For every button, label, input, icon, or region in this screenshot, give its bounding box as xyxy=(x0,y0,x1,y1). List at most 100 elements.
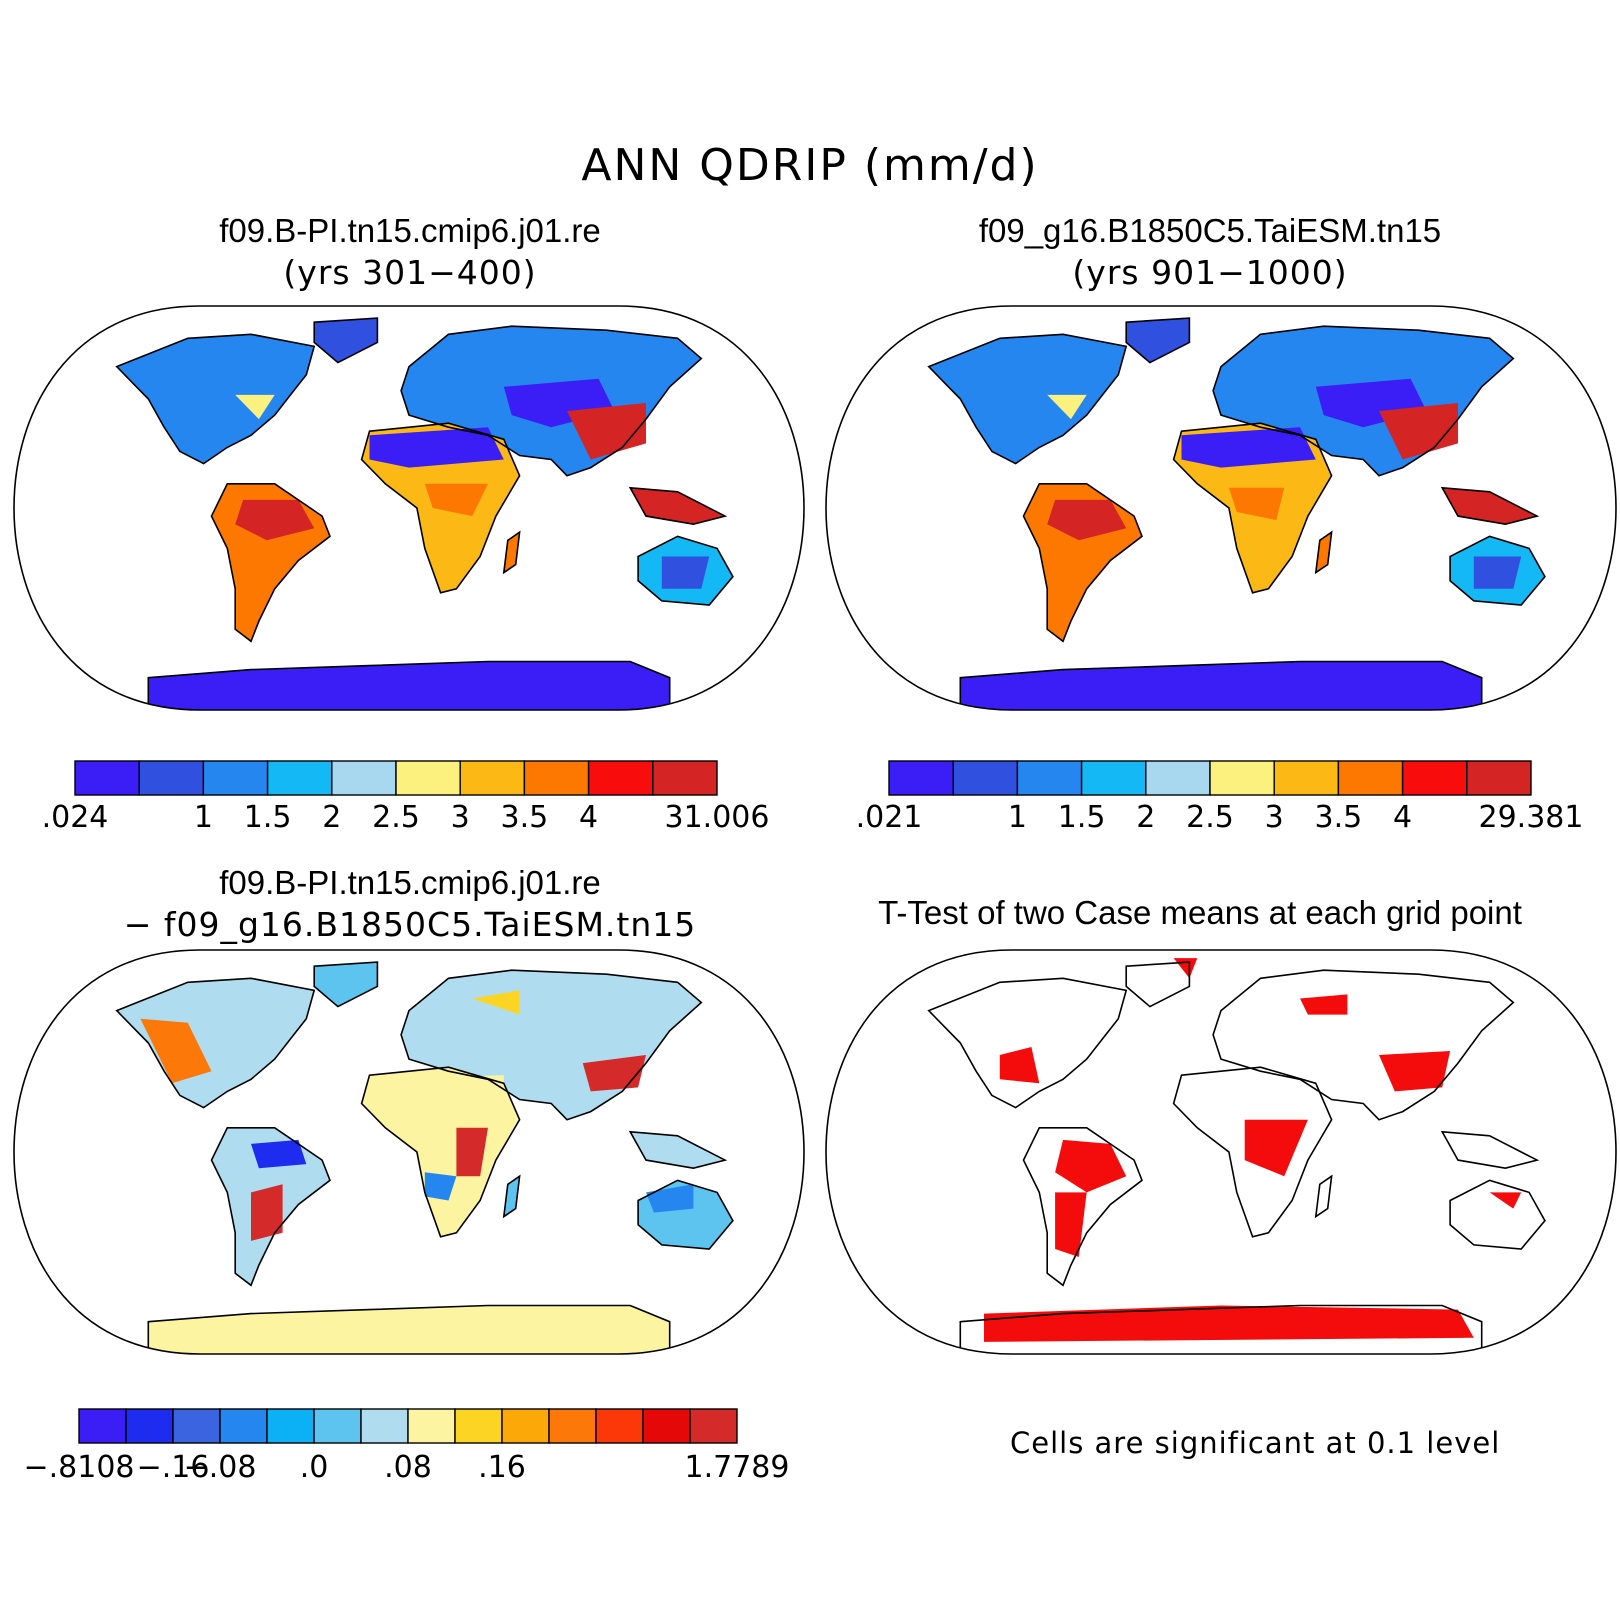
land-northamerica xyxy=(928,978,1127,1108)
field-patch-6 xyxy=(1473,556,1522,589)
coastline-eurasia xyxy=(1212,969,1515,1121)
coastline-seasia xyxy=(1440,486,1540,526)
colorbar-tick-label: 29.381 xyxy=(1478,800,1584,835)
map-case2-annual-drip xyxy=(825,305,1617,711)
colorbar-box-8 xyxy=(454,1408,503,1444)
coastline-greenland xyxy=(313,961,379,1008)
coastline-africa xyxy=(360,1066,521,1238)
colorbar-box-3 xyxy=(219,1408,268,1444)
colorbar-tick-label: 3.5 xyxy=(1314,800,1363,835)
coastline-eurasia xyxy=(1212,325,1515,477)
colorbar-box-12 xyxy=(642,1408,691,1444)
figure-title: ANN QDRIP (mm/d) xyxy=(581,140,1039,191)
field-patch-4 xyxy=(1228,487,1285,521)
colorbar-box-7 xyxy=(523,760,590,796)
colorbar-box-1 xyxy=(138,760,205,796)
colorbar-box-2 xyxy=(202,760,269,796)
field-patch-3 xyxy=(251,1139,307,1169)
coastline-madagascar xyxy=(1314,1174,1333,1219)
coastline-greenland xyxy=(1125,961,1191,1008)
coastline-southamerica xyxy=(1022,1127,1143,1287)
field-patch-3 xyxy=(1379,403,1458,460)
field-patch-6 xyxy=(661,556,710,589)
colorbar-tick-label: 2 xyxy=(1136,800,1156,835)
panel4-title: T-Test of two Case means at each grid po… xyxy=(820,892,1580,934)
coastline-eurasia xyxy=(400,325,703,477)
field-patch-5 xyxy=(235,394,275,420)
colorbar-tick-label: −.08 xyxy=(183,1450,257,1485)
panel2-title: f09_g16.B1850C5.TaiESM.tn15 (yrs 901−100… xyxy=(880,210,1540,294)
field-patch-0 xyxy=(369,1075,504,1108)
colorbar-box-7 xyxy=(1337,760,1404,796)
land-seasia xyxy=(630,1131,725,1169)
colorbar-tick-label: .16 xyxy=(478,1450,526,1485)
colorbar-box-2 xyxy=(172,1408,221,1444)
panel2-case-name: f09_g16.B1850C5.TaiESM.tn15 xyxy=(978,212,1442,249)
panel3-case-b: − f09_g16.B1850C5.TaiESM.tn15 xyxy=(123,905,697,944)
field-patch-4 xyxy=(1379,1051,1451,1092)
map-case1-annual-drip xyxy=(13,305,805,711)
land-seasia xyxy=(1442,1131,1537,1169)
colorbar-box-11 xyxy=(595,1408,644,1444)
colorbar-tick-label: 4 xyxy=(1393,800,1413,835)
coastline-africa xyxy=(1172,422,1333,594)
land-antarctica xyxy=(148,661,670,710)
colorbar-tick-label: 2.5 xyxy=(372,800,420,835)
land-seasia xyxy=(1442,487,1537,525)
colorbar-box-4 xyxy=(266,1408,315,1444)
land-antarctica xyxy=(960,661,1482,710)
field-patch-1 xyxy=(1055,1139,1127,1193)
colorbar-tick-label: .0 xyxy=(299,1450,329,1485)
colorbar-box-10 xyxy=(548,1408,597,1444)
coastline-greenland xyxy=(313,317,379,364)
map-difference xyxy=(13,949,805,1355)
land-greenland xyxy=(1126,962,1190,1007)
coastline-antarctica xyxy=(959,1304,1483,1354)
land-antarctica xyxy=(148,1305,670,1354)
colorbar-box-4 xyxy=(331,760,397,796)
coastline-madagascar xyxy=(1314,530,1333,575)
colorbar-box-6 xyxy=(1273,760,1340,796)
panel3-case-a: f09.B-PI.tn15.cmip6.j01.re xyxy=(219,864,601,901)
map-land-layer xyxy=(115,317,734,710)
coastline-africa xyxy=(360,422,521,594)
field-patch-7 xyxy=(646,1184,694,1213)
field-patch-0 xyxy=(1181,427,1316,468)
field-patch-2 xyxy=(235,499,315,541)
panel1-years: (yrs 301−400) xyxy=(283,253,537,292)
map-land-layer xyxy=(927,958,1546,1354)
colorbar-box-8 xyxy=(587,760,654,796)
colorbar-box-9 xyxy=(501,1408,550,1444)
colorbar-tick-label: −.8108 xyxy=(23,1450,135,1485)
colorbar-box-2 xyxy=(1016,760,1083,796)
land-australia xyxy=(1450,1180,1545,1249)
land-northamerica xyxy=(116,334,315,464)
map-frame xyxy=(13,949,805,1355)
field-patch-0 xyxy=(999,1047,1040,1084)
panel1-case-name: f09.B-PI.tn15.cmip6.j01.re xyxy=(219,212,601,249)
land-northamerica xyxy=(116,978,315,1108)
colorbar-box-9 xyxy=(652,760,718,796)
colorbar-box-4 xyxy=(1145,760,1211,796)
coastline-australia xyxy=(1449,535,1546,606)
coastline-southamerica xyxy=(210,483,331,643)
colorbar-box-6 xyxy=(459,760,526,796)
colorbar-box-0 xyxy=(78,1408,127,1444)
colorbar-tick-label: 4 xyxy=(579,800,599,835)
coastline-australia xyxy=(637,1179,734,1250)
coastline-seasia xyxy=(628,1130,728,1170)
coastline-seasia xyxy=(1440,1130,1540,1170)
colorbar-tick-label: .021 xyxy=(855,800,923,835)
colorbar-box-3 xyxy=(266,760,333,796)
colorbar-tick-label: 3.5 xyxy=(500,800,549,835)
colorbar-tick-label: 31.006 xyxy=(664,800,770,835)
colorbar-tick-label: 3 xyxy=(450,800,470,835)
coastline-australia xyxy=(1449,1179,1546,1250)
colorbar-box-5 xyxy=(395,760,461,796)
field-patch-2 xyxy=(1055,1192,1087,1257)
colorbar-box-7 xyxy=(407,1408,456,1444)
map-frame xyxy=(825,305,1617,711)
colorbar-box-5 xyxy=(1209,760,1275,796)
coastline-northamerica xyxy=(115,333,316,465)
coastline-antarctica xyxy=(959,660,1483,710)
